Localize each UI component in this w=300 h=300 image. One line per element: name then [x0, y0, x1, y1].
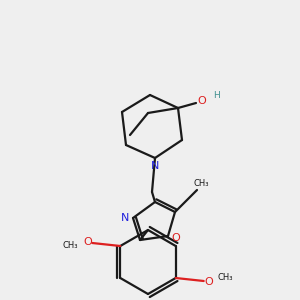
- Text: CH₃: CH₃: [193, 178, 209, 188]
- Text: O: O: [198, 96, 206, 106]
- Text: N: N: [121, 213, 129, 223]
- Text: H: H: [213, 91, 219, 100]
- Text: O: O: [204, 277, 213, 287]
- Text: O: O: [172, 233, 180, 243]
- Text: CH₃: CH₃: [62, 242, 78, 250]
- Text: CH₃: CH₃: [218, 274, 233, 283]
- Text: O: O: [83, 237, 92, 247]
- Text: N: N: [151, 161, 159, 171]
